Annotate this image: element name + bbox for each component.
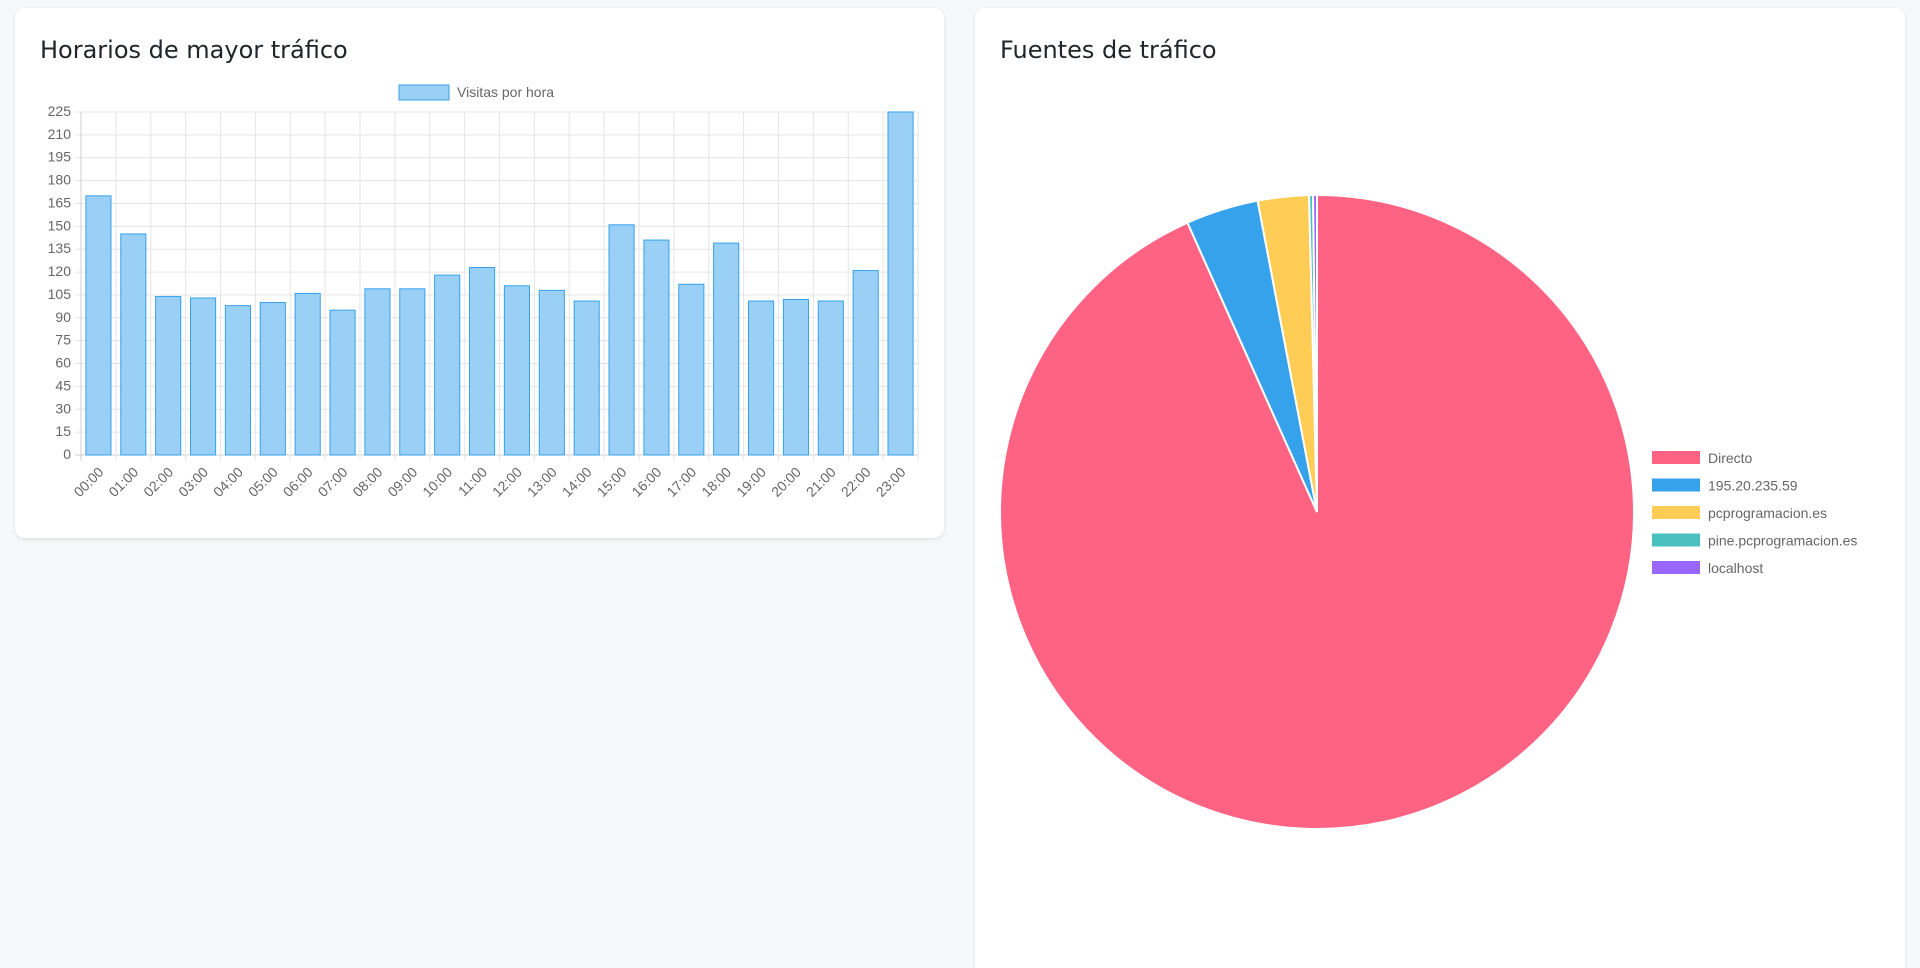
- y-tick-label: 90: [55, 309, 71, 325]
- bar-0500[interactable]: [259, 302, 286, 456]
- y-tick-label: 180: [48, 172, 72, 188]
- y-tick-label: 45: [55, 377, 71, 393]
- bar-1000[interactable]: [434, 274, 461, 456]
- legend-label[interactable]: pine.pcprogramacion.es: [1708, 533, 1857, 549]
- x-tick-label: 21:00: [803, 464, 839, 500]
- legend-swatch[interactable]: [398, 84, 450, 101]
- bar-0700[interactable]: [329, 309, 356, 456]
- x-tick-label: 10:00: [419, 464, 455, 500]
- x-tick-label: 02:00: [140, 464, 176, 500]
- x-tick-label: 03:00: [175, 464, 211, 500]
- legend-swatch[interactable]: [1652, 451, 1700, 464]
- x-tick-label: 05:00: [245, 464, 281, 500]
- bar-2000[interactable]: [782, 299, 809, 456]
- x-tick-label: 11:00: [455, 464, 491, 500]
- y-tick-label: 195: [48, 149, 72, 165]
- bar-1200[interactable]: [503, 285, 530, 456]
- y-tick-label: 120: [48, 263, 72, 279]
- bar-1700[interactable]: [678, 283, 705, 456]
- hours-card: Horarios de mayor tráfico 0 15 30 45 60 75 90 1…: [15, 8, 944, 538]
- bar-0900[interactable]: [399, 288, 426, 456]
- y-tick-label: 15: [55, 423, 71, 439]
- bar-2100[interactable]: [817, 300, 844, 456]
- x-tick-label: 23:00: [873, 464, 909, 500]
- sources-card: Fuentes de tráfico Directo 195.20.235.59 p…: [975, 8, 1905, 968]
- bar-1800[interactable]: [713, 242, 740, 456]
- traffic-sources-pie-chart: Directo 195.20.235.59 pcprogramacion.es pin…: [999, 193, 1857, 830]
- legend-swatch[interactable]: [1652, 506, 1700, 519]
- y-tick-label: 105: [48, 286, 72, 302]
- hourly-visits-bar-chart: 0 15 30 45 60 75 90 105 120 135 150 165 180 195 210 225…: [48, 84, 919, 500]
- sources-card-title: Fuentes de tráfico: [1000, 36, 1217, 64]
- x-tick-label: 20:00: [768, 464, 804, 500]
- hours-card-title: Horarios de mayor tráfico: [40, 36, 348, 64]
- y-tick-label: 210: [48, 126, 72, 142]
- x-tick-label: 14:00: [559, 464, 595, 500]
- y-tick-label: 135: [48, 240, 72, 256]
- bar-0400[interactable]: [224, 305, 251, 456]
- bar-1400[interactable]: [573, 300, 600, 456]
- y-tick-label: 30: [55, 400, 71, 416]
- x-tick-label: 12:00: [489, 464, 525, 500]
- x-tick-label: 17:00: [663, 464, 699, 500]
- bar-0000[interactable]: [85, 195, 112, 456]
- bar-0100[interactable]: [120, 233, 147, 456]
- legend-swatch[interactable]: [1652, 533, 1700, 547]
- bar-0800[interactable]: [364, 288, 391, 456]
- x-tick-label: 15:00: [594, 464, 630, 500]
- y-tick-label: 75: [55, 332, 71, 348]
- bar-1100[interactable]: [469, 266, 496, 456]
- bar-2200[interactable]: [852, 270, 879, 456]
- bar-1500[interactable]: [608, 224, 635, 456]
- legend-label[interactable]: pcprogramacion.es: [1708, 505, 1827, 521]
- x-tick-label: 08:00: [349, 464, 385, 500]
- y-tick-label: 0: [63, 446, 71, 462]
- legend-swatch[interactable]: [1652, 478, 1700, 492]
- x-tick-label: 09:00: [384, 464, 420, 500]
- y-tick-label: 225: [48, 103, 72, 119]
- x-tick-label: 01:00: [105, 464, 141, 500]
- x-tick-label: 04:00: [210, 464, 246, 500]
- bar-2300[interactable]: [887, 111, 914, 456]
- x-tick-label: 13:00: [524, 464, 560, 500]
- bar-1300[interactable]: [538, 289, 565, 456]
- x-tick-label: 00:00: [70, 464, 106, 500]
- bar-0300[interactable]: [190, 297, 217, 456]
- bar-1600[interactable]: [643, 239, 670, 456]
- x-tick-label: 19:00: [733, 464, 769, 500]
- x-tick-label: 07:00: [315, 464, 351, 500]
- y-tick-label: 165: [48, 194, 72, 210]
- x-tick-label: 18:00: [698, 464, 734, 500]
- bar-0200[interactable]: [155, 295, 182, 456]
- y-tick-label: 60: [55, 355, 71, 371]
- legend-label[interactable]: Directo: [1708, 450, 1753, 466]
- legend-swatch[interactable]: [1652, 561, 1700, 574]
- bar-1900[interactable]: [748, 300, 775, 456]
- y-tick-label: 150: [48, 217, 72, 233]
- legend-label[interactable]: localhost: [1708, 560, 1763, 576]
- legend-label[interactable]: Visitas por hora: [457, 84, 554, 100]
- bar-0600[interactable]: [294, 292, 321, 456]
- legend-label[interactable]: 195.20.235.59: [1708, 478, 1798, 494]
- x-tick-label: 06:00: [280, 464, 316, 500]
- pie-slice-localhost[interactable]: [1312, 193, 1318, 513]
- x-tick-label: 16:00: [628, 464, 664, 500]
- x-tick-label: 22:00: [838, 464, 874, 500]
